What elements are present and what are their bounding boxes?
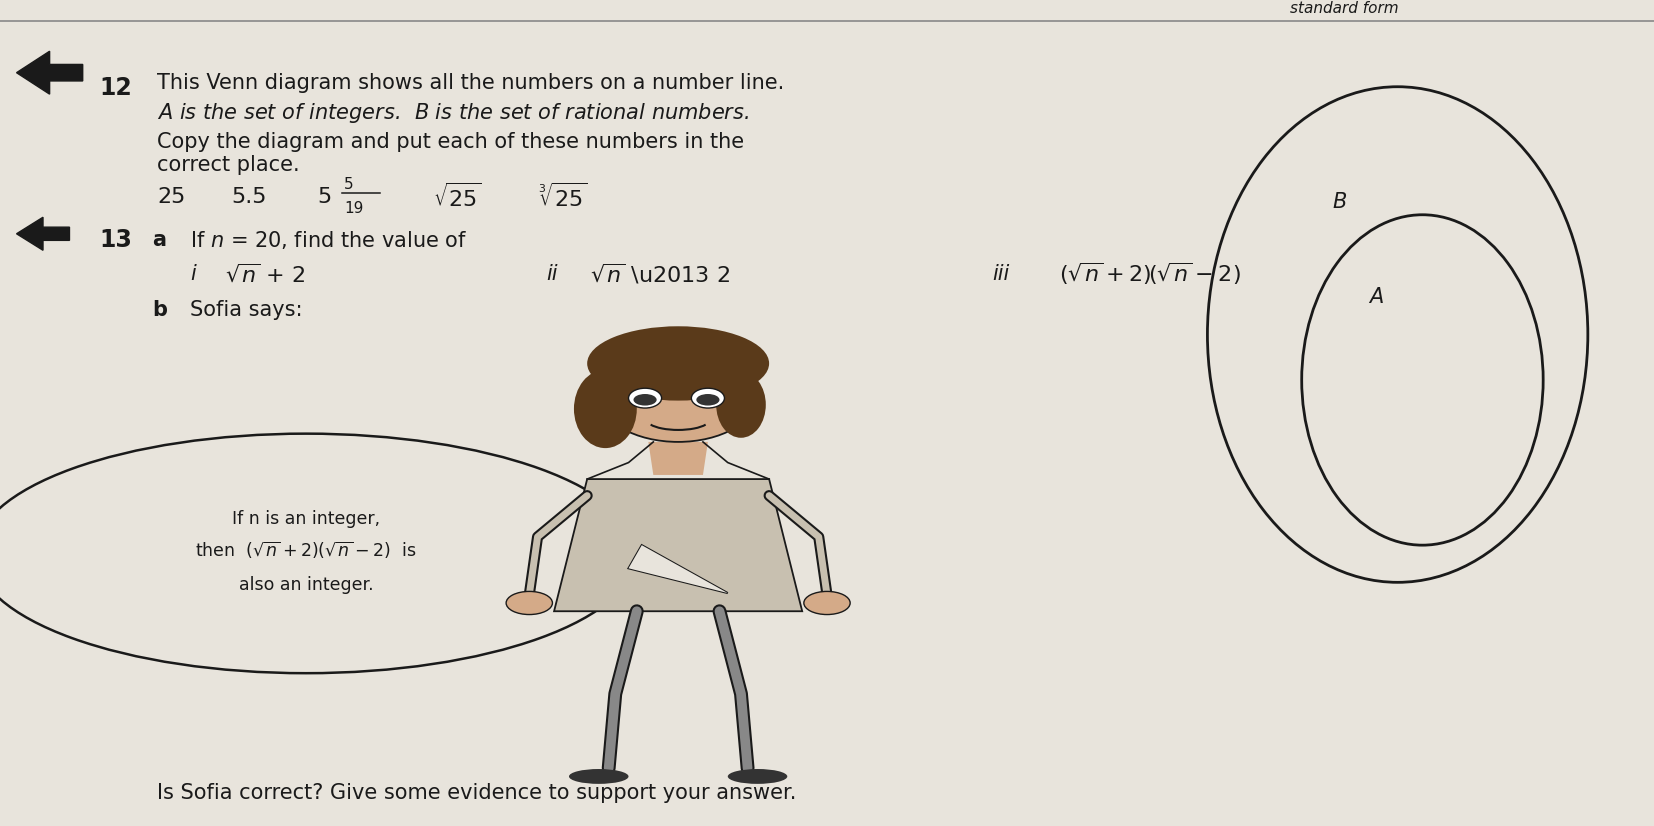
Text: 5.5: 5.5 [232,187,266,206]
Text: 5: 5 [344,177,354,192]
Polygon shape [17,51,83,94]
Circle shape [804,591,850,615]
Ellipse shape [691,388,724,408]
Text: b: b [152,300,167,320]
Polygon shape [17,217,69,250]
Text: $\sqrt[3]{25}$: $\sqrt[3]{25}$ [538,183,587,211]
Polygon shape [629,545,728,593]
Text: ii: ii [546,264,557,284]
Text: correct place.: correct place. [157,155,299,175]
Text: $\sqrt{n}$ + 2: $\sqrt{n}$ + 2 [225,263,306,286]
Ellipse shape [569,769,629,784]
Ellipse shape [0,434,637,673]
Text: 5: 5 [318,187,332,206]
Polygon shape [648,442,708,475]
Text: If $n$ = 20, find the value of: If $n$ = 20, find the value of [190,229,468,250]
Text: $A$: $A$ [1368,287,1384,307]
Text: also an integer.: also an integer. [238,576,374,594]
Text: $\sqrt{n}$ \u2013 2: $\sqrt{n}$ \u2013 2 [590,262,731,287]
Circle shape [633,394,657,406]
Text: $B$: $B$ [1331,192,1348,212]
Text: iii: iii [992,264,1009,284]
Text: i: i [190,264,195,284]
Text: This Venn diagram shows all the numbers on a number line.: This Venn diagram shows all the numbers … [157,73,784,93]
Ellipse shape [728,769,787,784]
Text: standard form: standard form [1290,1,1399,16]
Text: 13: 13 [99,227,132,252]
Ellipse shape [599,351,756,442]
Text: If n is an integer,: If n is an integer, [232,510,380,528]
Text: $\sqrt{25}$: $\sqrt{25}$ [433,183,481,211]
Text: $\left(\sqrt{n}+2\right)\!\left(\sqrt{n}-2\right)$: $\left(\sqrt{n}+2\right)\!\left(\sqrt{n}… [1059,261,1240,287]
Text: Copy the diagram and put each of these numbers in the: Copy the diagram and put each of these n… [157,132,744,152]
Ellipse shape [587,326,769,401]
Polygon shape [554,479,802,611]
Text: 25: 25 [157,187,185,206]
Text: a: a [152,230,165,249]
Text: Is Sofia correct? Give some evidence to support your answer.: Is Sofia correct? Give some evidence to … [157,783,797,803]
Text: 19: 19 [344,202,364,216]
Text: Sofia says:: Sofia says: [190,300,303,320]
Text: then  $(\sqrt{n}+2)(\sqrt{n}-2)$  is: then $(\sqrt{n}+2)(\sqrt{n}-2)$ is [195,540,417,562]
Circle shape [506,591,552,615]
Text: $A$ is the set of integers.  $B$ is the set of rational numbers.: $A$ is the set of integers. $B$ is the s… [157,101,749,126]
Polygon shape [629,545,728,593]
Ellipse shape [716,372,766,438]
Ellipse shape [629,388,662,408]
Ellipse shape [574,370,637,448]
Circle shape [696,394,719,406]
Text: 12: 12 [99,76,132,101]
